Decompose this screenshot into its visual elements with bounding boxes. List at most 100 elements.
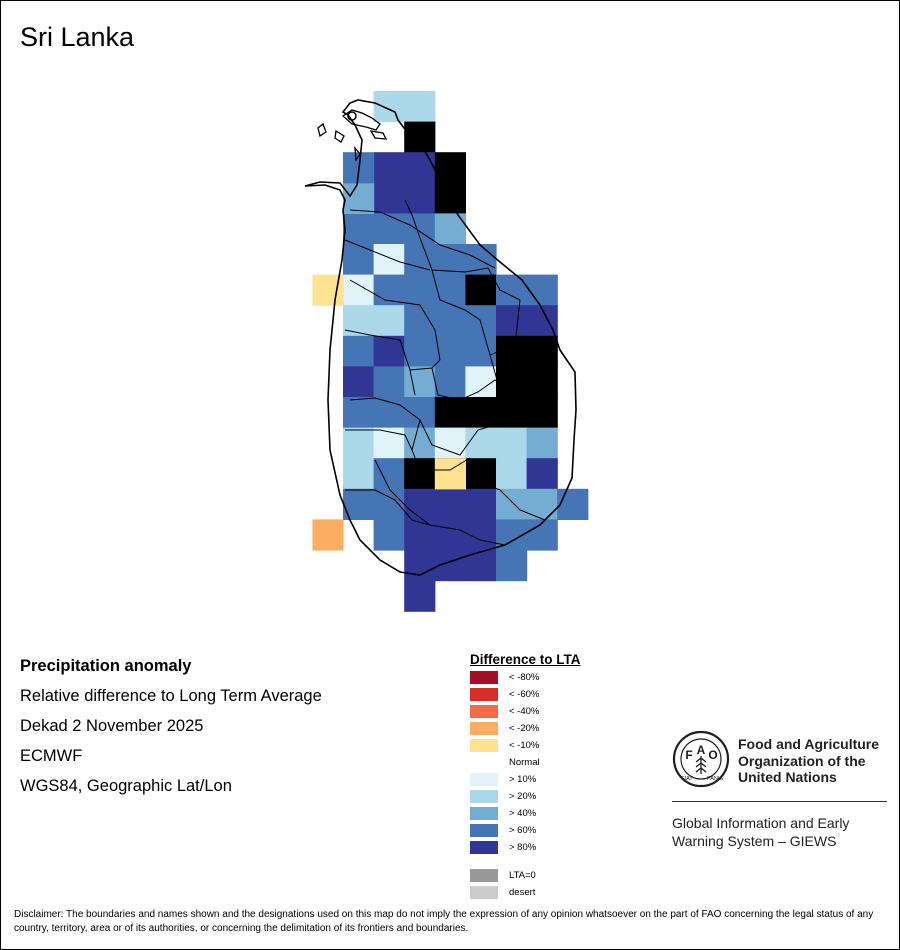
legend-swatch: [470, 869, 498, 882]
grid-cell: [465, 244, 497, 276]
grid-cell: [496, 305, 528, 337]
grid-cell: [404, 274, 436, 306]
grid-cell: [434, 335, 466, 367]
grid-cell: [496, 335, 528, 367]
grid-cell: [434, 366, 466, 398]
giews-line-1: Global Information and Early: [672, 815, 850, 831]
grid-cell: [434, 519, 466, 551]
grid-cell: [434, 182, 466, 214]
grid-cell: [526, 366, 558, 398]
grid-cell: [312, 519, 344, 551]
grid-cell: [465, 274, 497, 306]
grid-cell: [373, 152, 405, 184]
grid-cell: [404, 550, 436, 582]
fao-name: Food and Agriculture Organization of the…: [738, 736, 879, 786]
legend-label: desert: [509, 887, 536, 898]
grid-cell: [373, 335, 405, 367]
svg-text:O: O: [708, 748, 717, 762]
legend-label: < -20%: [509, 723, 540, 734]
grid-cell: [373, 488, 405, 520]
grid-cell: [373, 427, 405, 459]
projection: WGS84, Geographic Lat/Lon: [20, 777, 232, 795]
fao-name-line-2: Organization of the: [738, 752, 866, 769]
giews-line-2: Warning System – GIEWS: [672, 833, 837, 849]
islands: [317, 109, 388, 162]
grid-cell: [343, 397, 375, 429]
grid-cell: [373, 244, 405, 276]
legend-swatch: [470, 886, 498, 899]
grid-cell: [404, 580, 436, 612]
grid-cell: [465, 305, 497, 337]
svg-text:F: F: [685, 748, 692, 762]
grid-cell: [404, 91, 436, 123]
grid-cell: [526, 488, 558, 520]
anomaly-grid: [312, 91, 589, 612]
svg-text:A: A: [697, 743, 706, 757]
grid-cell: [526, 335, 558, 367]
fao-divider: [672, 801, 887, 802]
grid-cell: [496, 366, 528, 398]
grid-cell: [404, 488, 436, 520]
legend-label: > 10%: [509, 774, 537, 785]
grid-cell: [496, 397, 528, 429]
grid-cell: [526, 458, 558, 490]
data-source: ECMWF: [20, 747, 83, 765]
grid-cell: [404, 366, 436, 398]
legend-swatch: [470, 841, 498, 854]
giews-name: Global Information and Early Warning Sys…: [672, 814, 849, 850]
legend-swatch: [470, 722, 498, 735]
legend-label: < -80%: [509, 672, 540, 683]
grid-cell: [373, 182, 405, 214]
legend-swatch: [470, 824, 498, 837]
grid-cell: [496, 488, 528, 520]
grid-cell: [343, 427, 375, 459]
grid-cell: [496, 427, 528, 459]
grid-cell: [404, 335, 436, 367]
grid-cell: [404, 213, 436, 245]
grid-cell: [404, 519, 436, 551]
country-outline: [304, 99, 577, 576]
grid-cell: [496, 550, 528, 582]
grid-cell: [465, 427, 497, 459]
grid-cell: [404, 244, 436, 276]
legend-label: > 40%: [509, 808, 537, 819]
legend-title: Difference to LTA: [470, 652, 581, 667]
grid-cell: [343, 335, 375, 367]
map-title: Sri Lanka: [20, 22, 135, 52]
grid-cell: [373, 91, 405, 123]
grid-cell: [434, 152, 466, 184]
grid-cell: [465, 458, 497, 490]
jaffna-marker: [347, 111, 357, 121]
legend-swatch: [470, 688, 498, 701]
svg-text:PANIS: PANIS: [707, 776, 723, 782]
grid-cell: [434, 427, 466, 459]
grid-cell: [465, 397, 497, 429]
grid-cell: [496, 458, 528, 490]
grid-cell: [343, 305, 375, 337]
grid-cell: [404, 427, 436, 459]
legend-label: < -40%: [509, 706, 540, 717]
grid-cell: [373, 458, 405, 490]
time-period: Dekad 2 November 2025: [20, 717, 204, 735]
legend-swatch: [470, 790, 498, 803]
grid-cell: [343, 274, 375, 306]
grid-cell: [404, 397, 436, 429]
grid-cell: [373, 213, 405, 245]
grid-cell: [343, 366, 375, 398]
legend-swatch: [470, 705, 498, 718]
legend-swatch: [470, 807, 498, 820]
legend-swatch: [470, 773, 498, 786]
variable-name: Precipitation anomaly: [20, 657, 192, 675]
variable-description: Relative difference to Long Term Average: [20, 687, 322, 705]
district-boundaries: [344, 199, 556, 546]
grid-cell: [373, 366, 405, 398]
grid-cell: [343, 182, 375, 214]
grid-cell: [526, 519, 558, 551]
fao-name-line-1: Food and Agriculture: [738, 736, 880, 752]
grid-cell: [373, 305, 405, 337]
grid-cell: [434, 274, 466, 306]
grid-cell: [404, 152, 436, 184]
grid-cell: [557, 488, 589, 520]
legend-label: Normal: [509, 757, 540, 768]
grid-cell: [404, 305, 436, 337]
